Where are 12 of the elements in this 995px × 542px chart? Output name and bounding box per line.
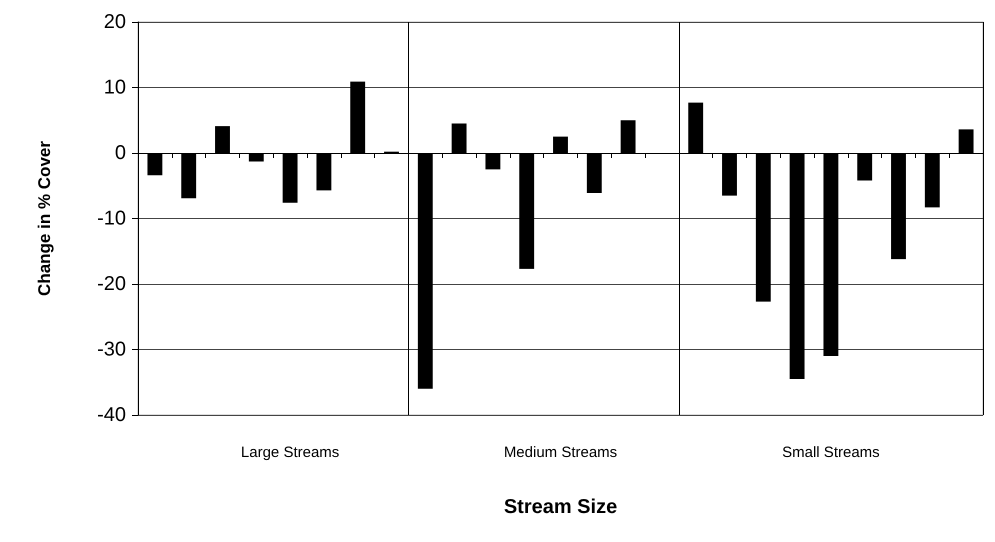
x-tick-label: Medium Streams bbox=[504, 444, 618, 461]
y-axis-title: Change in % Cover bbox=[35, 140, 54, 296]
x-tick-label: Large Streams bbox=[240, 444, 340, 461]
y-tick-label: -10 bbox=[97, 208, 126, 230]
x-tick-label: Small Streams bbox=[782, 444, 880, 461]
y-tick-label: 0 bbox=[114, 142, 126, 164]
y-tick-label: 10 bbox=[104, 76, 126, 98]
y-tick-label: -20 bbox=[97, 273, 126, 295]
y-tick-label: -40 bbox=[97, 404, 126, 426]
y-tick-label: -30 bbox=[97, 338, 126, 360]
x-axis-title: Stream Size bbox=[504, 496, 618, 518]
y-tick-label: 20 bbox=[104, 11, 126, 33]
